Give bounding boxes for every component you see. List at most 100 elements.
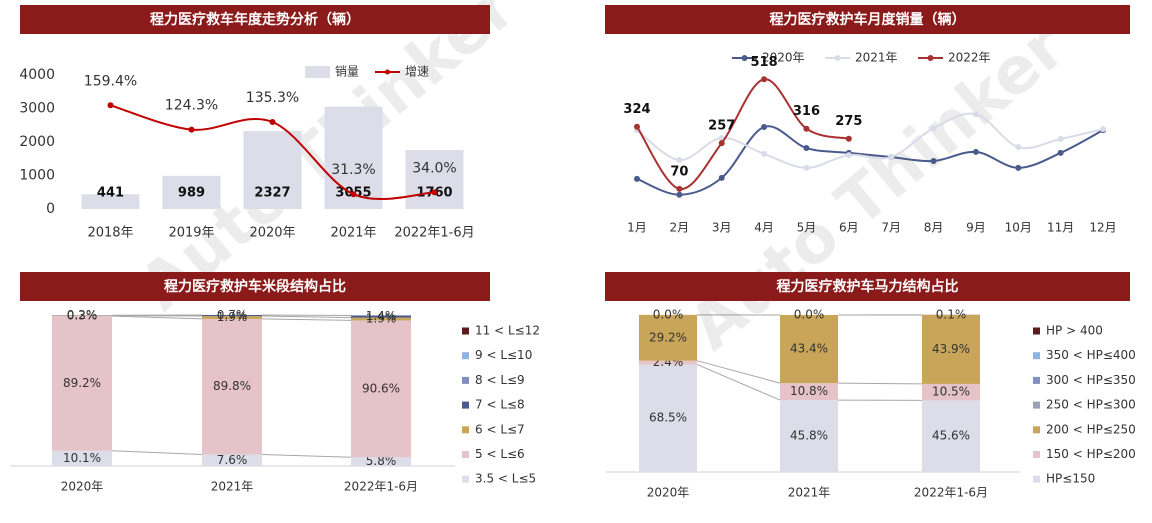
legend-label: 增速: [405, 65, 429, 79]
line-marker: [888, 154, 895, 161]
x-tick-label: 12月: [1089, 221, 1116, 235]
line-marker: [1015, 164, 1022, 171]
series-connector: [111, 315, 203, 320]
bar-segment: [639, 314, 697, 361]
data-label: 316: [793, 104, 820, 119]
x-tick-label: 2021年: [330, 226, 376, 241]
line-marker: [676, 157, 683, 164]
legend-swatch: [462, 451, 469, 458]
bar-segment: [639, 360, 697, 365]
chart-title: 程力医疗救护车米段结构占比: [164, 278, 346, 295]
line-marker: [845, 135, 852, 142]
x-tick-label: 9月: [966, 221, 986, 235]
segment-label: 29.2%: [649, 330, 687, 344]
line-marker: [718, 174, 725, 181]
segment-label: 10.8%: [790, 384, 828, 398]
bar-segment: [351, 457, 411, 466]
y-tick-label: 4000: [19, 67, 55, 83]
data-label: 518: [751, 55, 778, 70]
x-tick-label: 1月: [627, 221, 647, 235]
legend-label: 200 < HP≤250: [1046, 422, 1136, 436]
segment-label: 45.6%: [932, 429, 970, 443]
segment-label: 0.2%: [67, 308, 98, 322]
x-tick-label: 2020年: [61, 480, 104, 494]
bar-segment: [52, 316, 112, 451]
segment-label: 43.4%: [790, 342, 828, 356]
legend-label: HP > 400: [1046, 324, 1103, 338]
chart-title: 程力医疗救护车马力结构占比: [777, 278, 959, 295]
legend-swatch: [1033, 327, 1040, 335]
x-tick-label: 2018年: [87, 226, 133, 241]
segment-label: 0.1%: [936, 307, 967, 321]
segment-label: 10.5%: [932, 385, 970, 399]
series-connector: [261, 454, 352, 458]
segment-label: 5.8%: [366, 454, 397, 468]
x-tick-label: 5月: [797, 221, 817, 235]
segment-label: 1.9%: [366, 312, 397, 326]
segment-label: 1.9%: [217, 310, 248, 324]
bar-segment: [780, 315, 838, 384]
x-tick-label: 2020年: [249, 226, 295, 241]
series-connector: [837, 382, 923, 385]
line-marker: [634, 175, 640, 182]
legend-swatch: [462, 401, 469, 409]
bar-segment: [202, 315, 262, 317]
line-marker: [1100, 126, 1106, 133]
data-label: 70: [670, 164, 688, 179]
line-marker: [1057, 149, 1064, 156]
line-marker: [269, 119, 276, 126]
line-marker: [803, 164, 810, 171]
y-tick-label: 3000: [19, 101, 55, 117]
series-connector: [111, 450, 203, 456]
segment-label: 89.2%: [63, 376, 101, 390]
x-tick-label: 4月: [754, 221, 774, 235]
line-marker: [431, 189, 438, 196]
bar: [81, 194, 140, 209]
legend-label: 6 < L≤7: [475, 422, 525, 436]
x-tick-label: 2月: [670, 221, 690, 235]
legend-swatch: [462, 376, 469, 384]
x-tick-label: 2022年1-6月: [344, 480, 418, 494]
x-tick-label: 2019年: [168, 226, 214, 241]
line-label: 135.3%: [246, 90, 299, 106]
x-tick-label: 7月: [881, 221, 901, 235]
segment-label: 0.0%: [653, 307, 684, 321]
legend-marker: [741, 55, 748, 61]
bar-segment: [202, 318, 262, 455]
segment-label: 45.8%: [790, 429, 828, 443]
y-tick-label: 2000: [19, 134, 55, 150]
data-label: 275: [835, 114, 862, 129]
bar-segment: [922, 383, 980, 401]
legend-swatch: [1033, 426, 1040, 434]
legend-label: 250 < HP≤300: [1046, 398, 1136, 412]
y-tick-label: 0: [46, 201, 55, 217]
legend-swatch: [305, 66, 330, 78]
x-tick-label: 2021年: [211, 480, 254, 494]
segment-label: 0.0%: [794, 308, 825, 322]
bar-segment: [351, 320, 411, 458]
line-marker: [845, 152, 852, 159]
line-marker: [676, 185, 683, 192]
line-marker: [676, 191, 683, 198]
data-label: 324: [623, 102, 650, 117]
segment-label: 68.5%: [649, 411, 687, 425]
line-marker: [803, 145, 810, 152]
segment-label: 1.4%: [366, 309, 397, 323]
bar: [162, 175, 221, 209]
bar-label: 441: [97, 186, 124, 201]
bar: [405, 150, 464, 209]
x-tick-label: 11月: [1047, 221, 1074, 235]
line-marker: [107, 102, 114, 109]
legend-swatch: [1033, 451, 1040, 458]
legend-label: 5 < L≤6: [475, 447, 525, 461]
y-tick-label: 1000: [19, 168, 55, 184]
chart-header: [605, 272, 1130, 301]
bar-segment: [780, 383, 838, 401]
line-marker: [1015, 144, 1022, 151]
x-tick-label: 8月: [924, 221, 944, 235]
bar-label: 989: [178, 186, 205, 201]
legend-label: 150 < HP≤200: [1046, 447, 1136, 461]
line-marker: [972, 111, 979, 118]
chart-title: 程力医疗救车年度走势分析（辆）: [150, 11, 360, 28]
legend-label: 300 < HP≤350: [1046, 373, 1136, 387]
